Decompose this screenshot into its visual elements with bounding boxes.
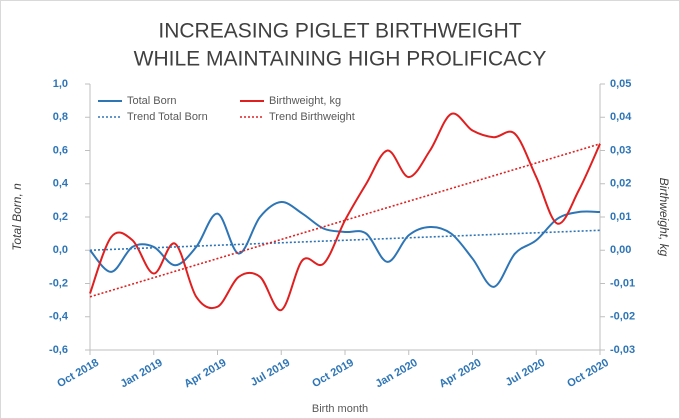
trend-line	[89, 229, 601, 252]
y-tick-label: 0,0	[53, 244, 68, 256]
y-tick-label: -0,2	[49, 277, 68, 289]
y2-tick-label: -0,02	[610, 311, 635, 323]
y2-tick-label: 0,04	[610, 111, 632, 123]
legend-label: Birthweight, kg	[269, 95, 341, 107]
y-axis-label: Total Born, n	[10, 183, 24, 251]
y-tick-label: 0,2	[53, 211, 68, 223]
y2-tick-label: 0,01	[610, 211, 631, 223]
y2-tick-label: 0,02	[610, 178, 631, 190]
y2-axis-label: Birthweight, kg	[657, 178, 671, 257]
y-tick-label: -0,6	[49, 344, 68, 356]
chart-title: INCREASING PIGLET BIRTHWEIGHT	[158, 20, 521, 43]
legend-label: Total Born	[127, 95, 177, 107]
legend-label: Trend Total Born	[127, 111, 208, 123]
y-tick-label: 0,8	[53, 111, 68, 123]
chart-title: WHILE MAINTAINING HIGH PROLIFICACY	[134, 48, 547, 71]
y2-tick-label: 0,05	[610, 78, 631, 90]
y2-tick-label: -0,03	[610, 344, 635, 356]
y2-tick-label: 0,00	[610, 244, 631, 256]
x-axis-label: Birth month	[312, 403, 368, 415]
trend-line	[89, 143, 601, 298]
line	[89, 201, 601, 288]
y-tick-label: 0,6	[53, 144, 68, 156]
y2-tick-label: -0,01	[610, 277, 635, 289]
y-tick-label: -0,4	[49, 311, 69, 323]
legend-label: Trend Birthweight	[269, 111, 355, 123]
y-tick-label: 1,0	[53, 78, 68, 90]
y-tick-label: 0,4	[53, 178, 69, 190]
line	[89, 112, 601, 312]
y2-tick-label: 0,03	[610, 144, 631, 156]
